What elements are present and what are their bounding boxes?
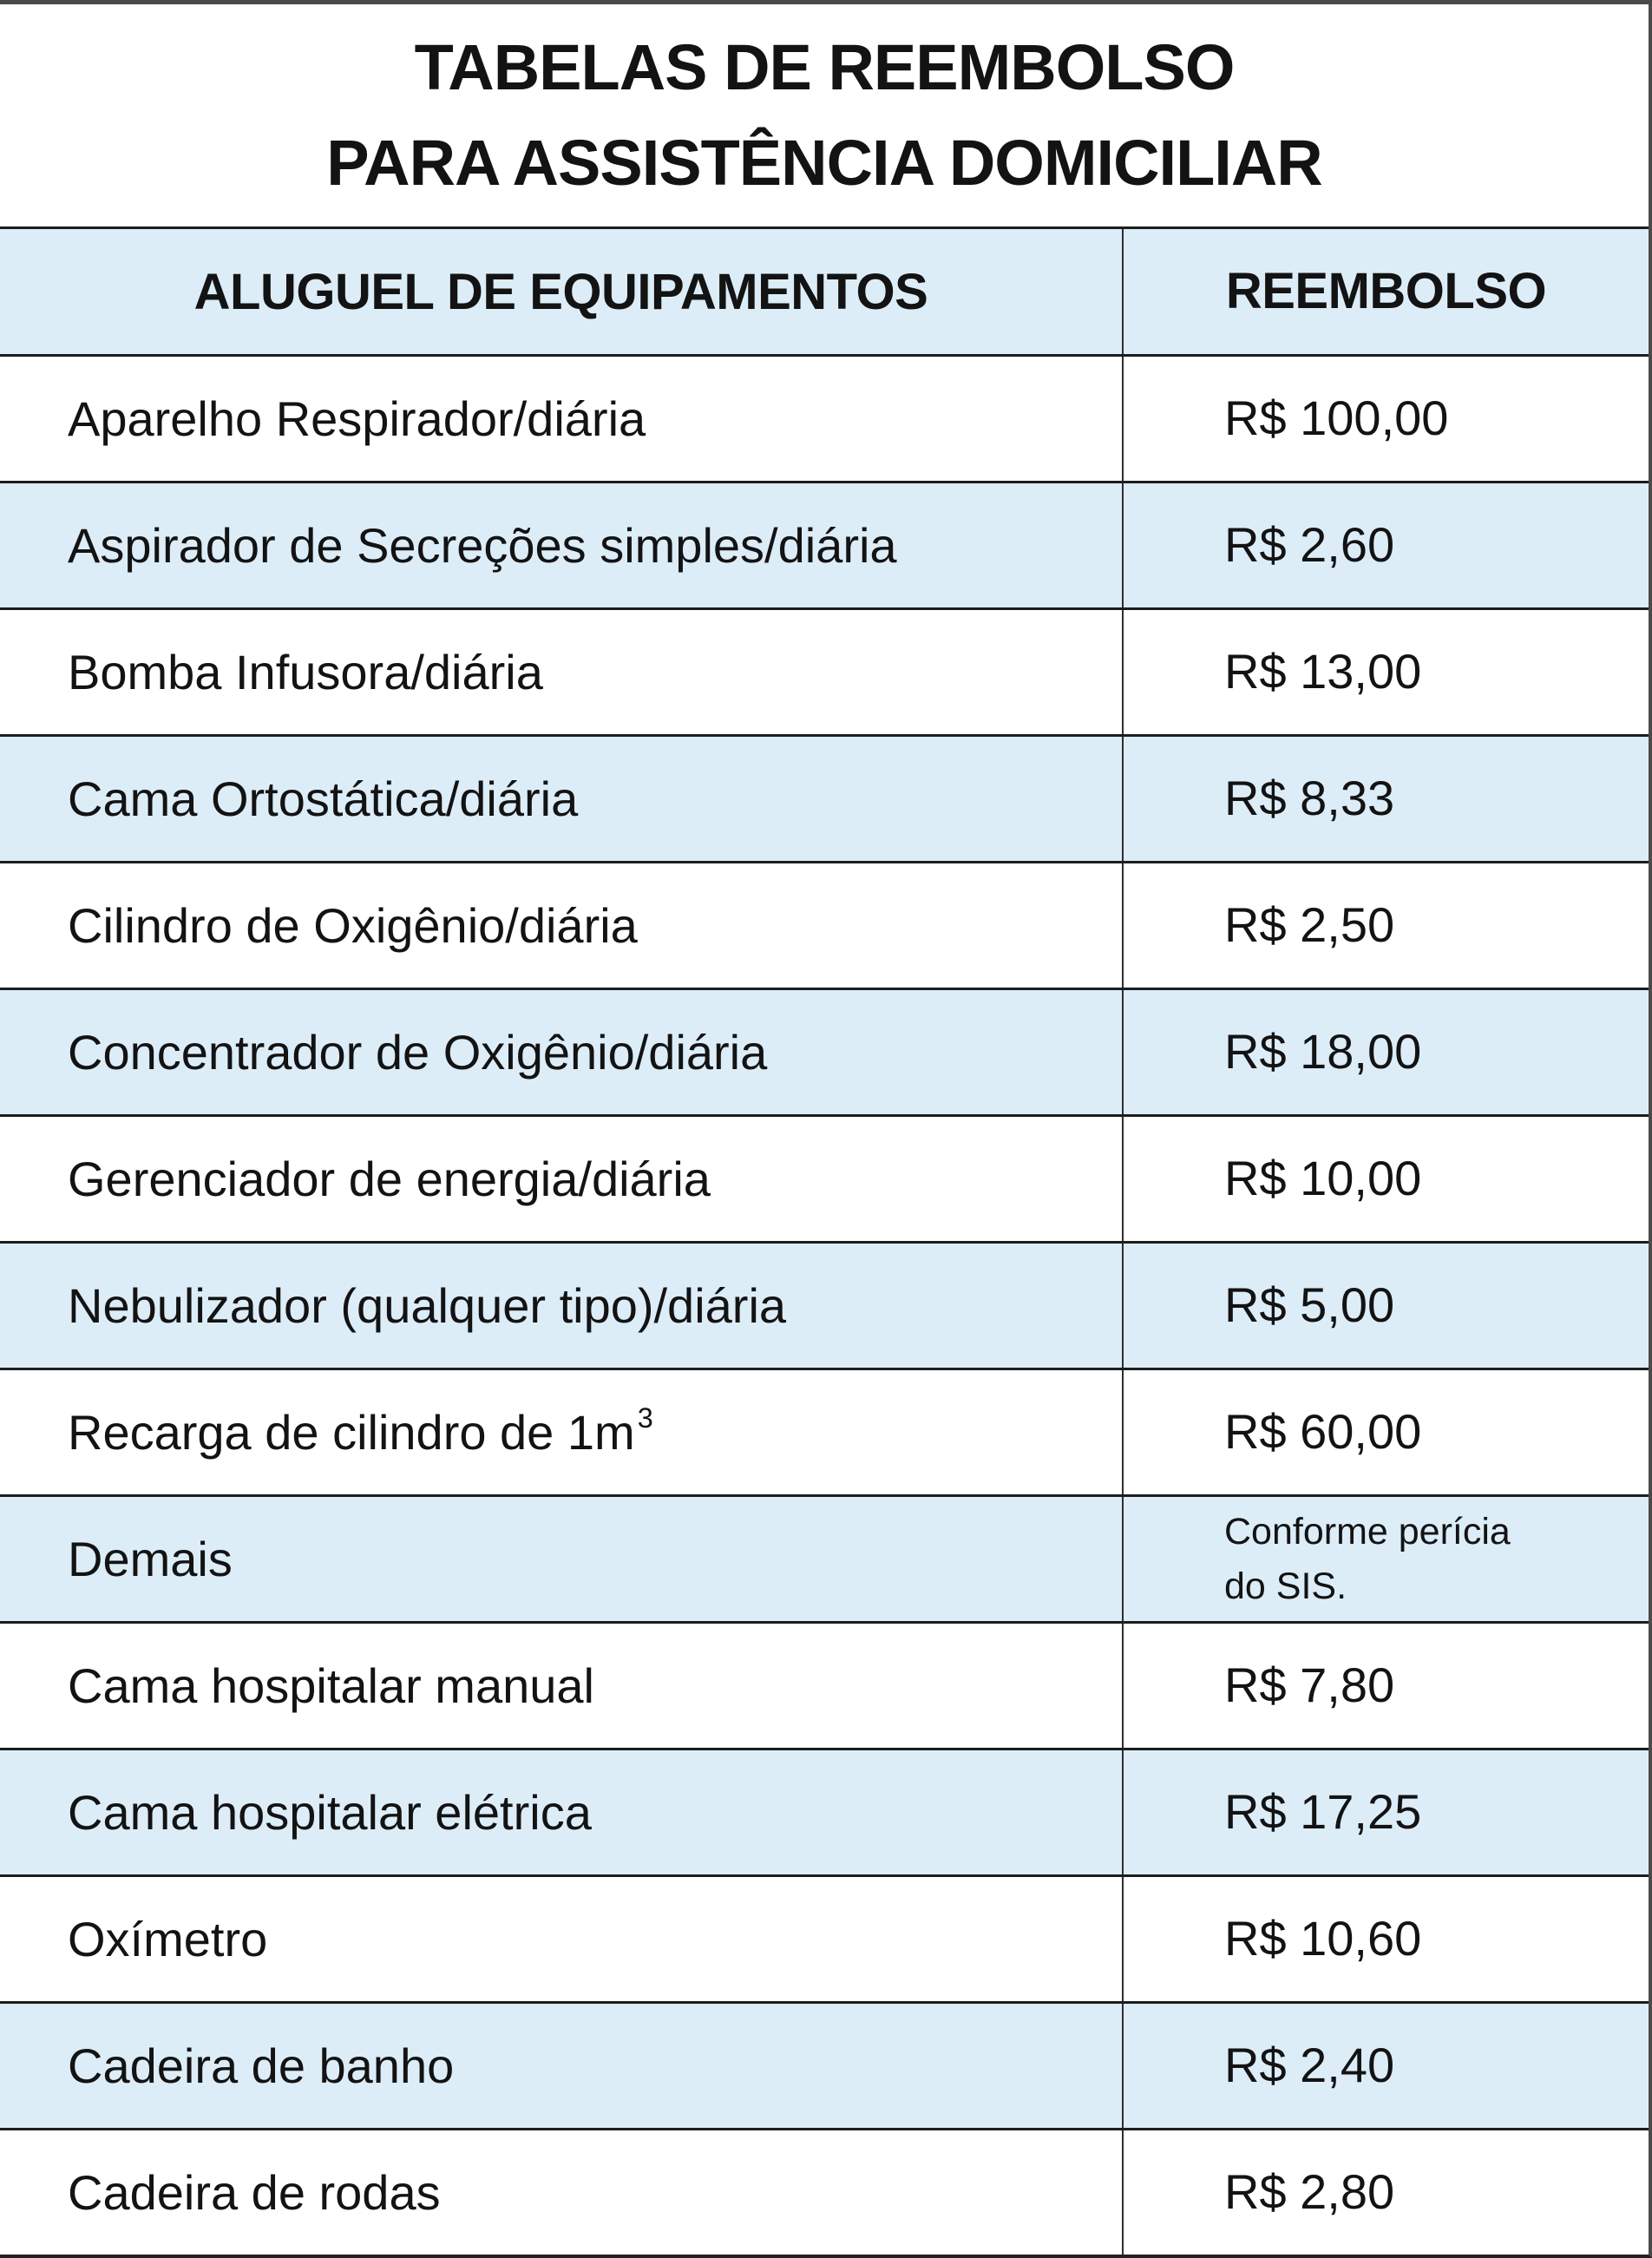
table-row: Nebulizador (qualquer tipo)/diária R$ 5,… <box>0 1241 1649 1368</box>
table-row: Cama Ortostática/diária R$ 8,33 <box>0 734 1649 861</box>
reimbursement-value: R$ 5,00 <box>1224 1277 1395 1333</box>
table-row: Aparelho Respirador/diária R$ 100,00 <box>0 354 1649 481</box>
equipment-label: Bomba Infusora/diária <box>0 610 1124 734</box>
reimbursement-value: R$ 2,80 <box>1224 2164 1395 2220</box>
table-row: Gerenciador de energia/diária R$ 10,00 <box>0 1114 1649 1241</box>
table-row: Cadeira de banho R$ 2,40 <box>0 2001 1649 2128</box>
title-line-1: TABELAS DE REEMBOLSO <box>414 31 1236 104</box>
reimbursement-value: R$ 2,60 <box>1224 517 1395 573</box>
reimbursement-value: R$ 17,25 <box>1224 1784 1422 1840</box>
reimbursement-table: ALUGUEL DE EQUIPAMENTOS REEMBOLSO Aparel… <box>0 226 1649 2255</box>
table-row: Aspirador de Secreções simples/diária R$… <box>0 481 1649 607</box>
equipment-label: Oxímetro <box>0 1877 1124 2001</box>
table-row: Cama hospitalar manual R$ 7,80 <box>0 1621 1649 1748</box>
equipment-label: Gerenciador de energia/diária <box>0 1117 1124 1241</box>
reimbursement-value: R$ 100,00 <box>1224 391 1449 446</box>
table-row: Concentrador de Oxigênio/diária R$ 18,00 <box>0 988 1649 1114</box>
equipment-label: Aspirador de Secreções simples/diária <box>0 483 1124 607</box>
equipment-label: Concentrador de Oxigênio/diária <box>0 990 1124 1114</box>
title-line-2: PARA ASSISTÊNCIA DOMICILIAR <box>326 127 1322 199</box>
equipment-label: Cama hospitalar elétrica <box>0 1750 1124 1874</box>
equipment-label: Cama hospitalar manual <box>0 1624 1124 1748</box>
equipment-label-text: Recarga de cilindro de 1m <box>68 1405 635 1460</box>
superscript-cubic: 3 <box>637 1401 653 1434</box>
table-row: Cilindro de Oxigênio/diária R$ 2,50 <box>0 861 1649 988</box>
reimbursement-value: R$ 8,33 <box>1224 771 1395 826</box>
reimbursement-value: R$ 60,00 <box>1224 1404 1422 1460</box>
column-header-reimbursement: REEMBOLSO <box>1225 263 1547 320</box>
table-row: Demais Conforme perícia do SIS. <box>0 1494 1649 1621</box>
equipment-label: Cadeira de rodas <box>0 2130 1124 2255</box>
reimbursement-value: R$ 18,00 <box>1224 1024 1422 1080</box>
column-header-equipment: ALUGUEL DE EQUIPAMENTOS <box>0 229 1124 354</box>
reimbursement-value: R$ 2,40 <box>1224 2038 1395 2093</box>
reimbursement-value: R$ 2,50 <box>1224 897 1395 953</box>
equipment-label: Demais <box>0 1497 1124 1621</box>
reimbursement-value: R$ 7,80 <box>1224 1657 1395 1713</box>
reimbursement-value: R$ 10,60 <box>1224 1911 1422 1966</box>
reimbursement-value: R$ 13,00 <box>1224 644 1422 699</box>
table-row: Recarga de cilindro de 1m 3 R$ 60,00 <box>0 1368 1649 1494</box>
equipment-label: Cama Ortostática/diária <box>0 737 1124 861</box>
equipment-label: Cadeira de banho <box>0 2004 1124 2128</box>
table-header-row: ALUGUEL DE EQUIPAMENTOS REEMBOLSO <box>0 226 1649 354</box>
table-row: Cadeira de rodas R$ 2,80 <box>0 2128 1649 2255</box>
page-title: TABELAS DE REEMBOLSO PARA ASSISTÊNCIA DO… <box>0 4 1649 226</box>
equipment-label: Aparelho Respirador/diária <box>0 357 1124 481</box>
equipment-label: Recarga de cilindro de 1m 3 <box>0 1370 1124 1494</box>
reimbursement-value: Conforme perícia do SIS. <box>1224 1511 1511 1607</box>
table-row: Oxímetro R$ 10,60 <box>0 1874 1649 2001</box>
reimbursement-value: R$ 10,00 <box>1224 1151 1422 1206</box>
equipment-label: Cilindro de Oxigênio/diária <box>0 863 1124 988</box>
equipment-label: Nebulizador (qualquer tipo)/diária <box>0 1244 1124 1368</box>
table-row: Bomba Infusora/diária R$ 13,00 <box>0 607 1649 734</box>
table-row: Cama hospitalar elétrica R$ 17,25 <box>0 1748 1649 1874</box>
